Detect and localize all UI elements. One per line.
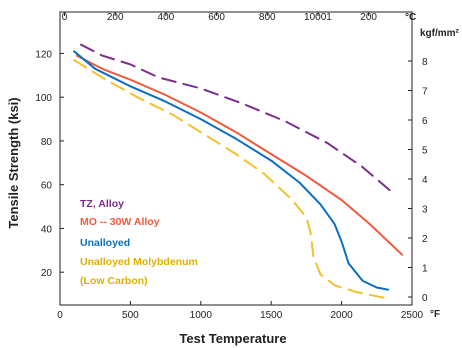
y-tick-label: 120 [35, 49, 52, 60]
legend-label-low-carbon-line2: (Low Carbon) [80, 275, 148, 287]
right-axis-unit: kgf/mm² [420, 28, 460, 39]
legend-label-unalloyed: Unalloyed [80, 237, 130, 249]
top-axis-unit: °C [405, 12, 416, 23]
right-tick-label: 2 [422, 234, 428, 245]
legend-label-tz-alloy: TZ, Alloy [80, 198, 124, 210]
series-line-unalloyed [73, 50, 390, 291]
top-tick-label: 200 [360, 12, 377, 23]
right-tick-label: 6 [422, 116, 428, 127]
right-tick-label: 1 [422, 264, 428, 275]
x-tick-label: 500 [122, 310, 139, 321]
top-tick-label: 600 [208, 12, 225, 23]
x-tick-label: 1000 [190, 310, 213, 321]
right-tick-label: 4 [422, 175, 428, 186]
right-tick-label: 0 [422, 293, 428, 304]
legend-label-mo-30w: MO -- 30W Alloy [80, 216, 160, 228]
axes-frame [59, 11, 413, 306]
x-tick-label: 2500 [401, 310, 424, 321]
series-line-unalloyed-molybdenum-low-carbon [73, 59, 390, 300]
x-tick-label: 2000 [330, 310, 353, 321]
x-axis-unit: °F [430, 309, 440, 320]
top-tick-label: 800 [259, 12, 276, 23]
series-lines [73, 43, 404, 300]
right-tick-label: 3 [422, 205, 428, 216]
y-tick-label: 80 [41, 137, 53, 148]
top-tick-label: 400 [158, 12, 175, 23]
y-tick-label: 40 [41, 224, 53, 235]
x-axis-title: Test Temperature [179, 331, 286, 346]
series-line-tz-alloy [80, 43, 392, 193]
top-tick-label: 0 [62, 12, 68, 23]
series-line-mo-30w-alloy [75, 54, 404, 256]
y-tick-label: 100 [35, 93, 52, 104]
right-tick-label: 5 [422, 146, 428, 157]
y-tick-label: 20 [41, 268, 53, 279]
right-tick-label: 7 [422, 87, 428, 98]
legend-label-low-carbon: Unalloyed Molybdenum (Low Carbon) [80, 256, 201, 287]
top-tick-label: 200 [107, 12, 124, 23]
legend: TZ, Alloy MO -- 30W Alloy Unalloyed Unal… [80, 198, 201, 287]
legend-label-low-carbon-line1: Unalloyed Molybdenum [80, 256, 198, 268]
y-axis-title: Tensile Strength (ksi) [6, 97, 21, 228]
right-tick-label: 8 [422, 57, 428, 68]
plot-frame [59, 11, 413, 306]
top-tick-label: 10001 [304, 12, 332, 23]
y-tick-label: 60 [41, 181, 53, 192]
x-tick-label: 1500 [260, 310, 283, 321]
x-tick-label: 0 [57, 310, 63, 321]
